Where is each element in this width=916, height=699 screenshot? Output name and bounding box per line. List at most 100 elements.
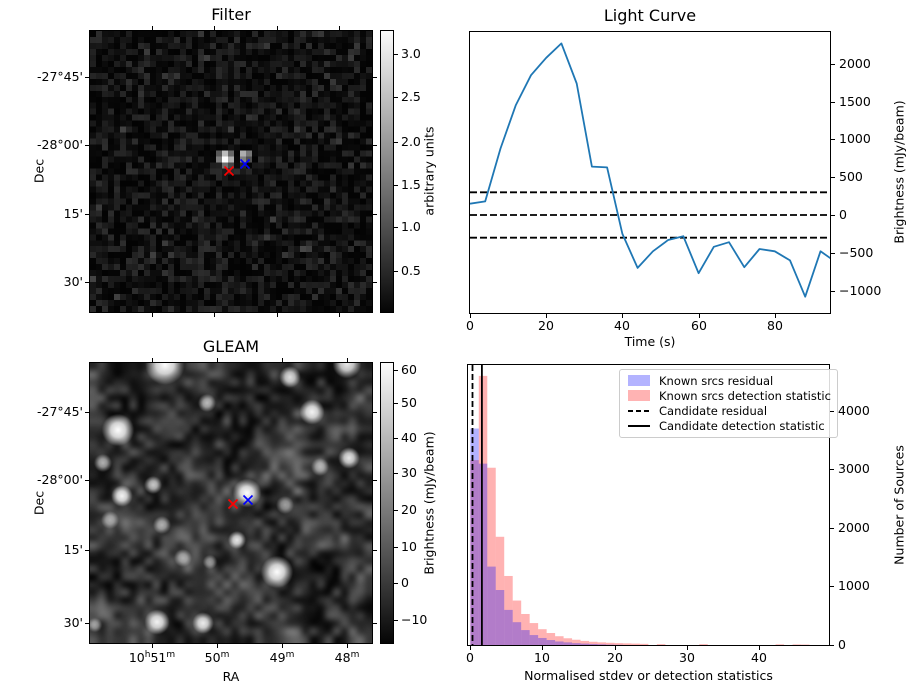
gleam-ytick-right — [373, 412, 377, 413]
candidate-position-red-x — [223, 165, 235, 177]
lightcurve-ytick-label: 1000 — [839, 131, 871, 146]
gleam-colorbar-tick — [394, 370, 398, 371]
filter-markers-overlay — [223, 158, 251, 177]
gleam-xtick-top — [282, 358, 283, 362]
filter-ytick-label: -27°45' — [36, 69, 83, 84]
gleam-ytick-left — [85, 550, 89, 551]
gleam-colorbar-tick-label: 0 — [401, 575, 409, 590]
filter-ytick-left — [85, 77, 89, 78]
gleam-colorbar-tick-label: −10 — [401, 612, 428, 627]
lightcurve-xlabel: Time (s) — [624, 334, 676, 349]
nearest-source-blue-x — [242, 494, 254, 506]
filter-ytick-left — [85, 214, 89, 215]
histogram-xtick — [470, 646, 471, 650]
filter-colorbar-tick-label: 2.5 — [401, 89, 421, 104]
histogram-ytick-label: 1000 — [838, 578, 870, 593]
lightcurve-ytick-label: 0 — [839, 207, 847, 222]
filter-ytick-left — [85, 282, 89, 283]
filter-xtick-bottom — [214, 313, 215, 317]
known-srcs-residual-bar — [572, 643, 581, 645]
lightcurve-ytick — [831, 64, 835, 65]
lightcurve-xtick — [622, 314, 623, 318]
known-srcs-detection-bar — [478, 375, 488, 645]
legend-item-1: Known srcs detection statistic — [626, 388, 831, 403]
lightcurve-ytick-label: 1500 — [839, 94, 871, 109]
filter-xtick-top — [339, 26, 340, 30]
gleam-colorbar-tick — [394, 620, 398, 621]
nearest-source-blue-x — [239, 158, 251, 170]
lightcurve-ytick-label: −500 — [839, 245, 874, 260]
gleam-xtick-bottom — [217, 644, 218, 648]
gleam-ytick-right — [373, 480, 377, 481]
legend-item-2: Candidate residual — [626, 403, 831, 418]
lightcurve-ytick-label: 2000 — [839, 56, 871, 71]
legend-patch-swatch — [628, 390, 650, 402]
gleam-xtick-bottom — [282, 644, 283, 648]
histogram-ytick — [830, 469, 834, 470]
histogram-xtick — [687, 646, 688, 650]
lightcurve-plot-area — [469, 31, 831, 314]
histogram-ytick — [830, 586, 834, 587]
known-srcs-residual-bar — [589, 643, 598, 645]
known-srcs-detection-bar — [529, 623, 539, 645]
gleam-colorbar-tick-label: 60 — [401, 362, 417, 377]
known-srcs-residual-bar — [478, 463, 488, 645]
known-srcs-residual-bar — [504, 609, 513, 645]
candidate-position-red-x — [227, 498, 239, 510]
known-srcs-detection-bar — [775, 644, 785, 645]
gleam-colorbar-tick-label: 40 — [401, 430, 417, 445]
filter-ytick-label: 30' — [63, 274, 83, 289]
known-srcs-residual-bar — [597, 644, 606, 645]
gleam-ytick-label: 15' — [63, 542, 83, 557]
histogram-ytick-label: 4000 — [838, 403, 870, 418]
gleam-ytick-label: -28°00' — [36, 472, 83, 487]
gleam-ytick-left — [85, 480, 89, 481]
known-srcs-detection-bar — [546, 633, 556, 645]
lightcurve-ytick — [831, 291, 835, 292]
lightcurve-xtick-label: 40 — [614, 318, 630, 333]
gleam-xtick-label: 10h51m — [128, 650, 176, 666]
gleam-colorbar-tick — [394, 510, 398, 511]
gleam-colorbar-tick — [394, 438, 398, 439]
legend-label: Candidate detection statistic — [659, 419, 825, 434]
histogram-ytick-label: 3000 — [838, 461, 870, 476]
gleam-markers-overlay — [227, 494, 254, 510]
histogram-xtick-label: 30 — [679, 650, 695, 665]
known-srcs-detection-bar — [555, 636, 564, 645]
filter-ytick-label: -28°00' — [36, 137, 83, 152]
lightcurve-ytick — [831, 139, 835, 140]
gleam-colorbar-tick — [394, 547, 398, 548]
known-srcs-residual-bar — [470, 428, 479, 645]
known-srcs-residual-bar — [580, 643, 590, 645]
lightcurve-xtick-label: 80 — [767, 318, 783, 333]
gleam-colorbar-tick-label: 30 — [401, 465, 417, 480]
known-srcs-detection-bar — [605, 642, 615, 645]
legend-label: Known srcs detection statistic — [659, 388, 831, 403]
lightcurve-xtick-label: 0 — [466, 318, 474, 333]
histogram-ytick — [830, 411, 834, 412]
lightcurve-ytick — [831, 253, 835, 254]
lightcurve-ytick — [831, 102, 835, 103]
histogram-xtick — [615, 646, 616, 650]
filter-xtick-bottom — [277, 313, 278, 317]
legend: Known srcs residual Known srcs detection … — [619, 369, 838, 438]
filter-ytick-label: 15' — [63, 206, 83, 221]
histogram-ytick — [830, 645, 834, 646]
gleam-colorbar-tick — [394, 473, 398, 474]
filter-xtick-top — [277, 26, 278, 30]
gleam-colorbar-tick — [394, 583, 398, 584]
filter-ytick-left — [85, 145, 89, 146]
legend-item-3: Candidate detection statistic — [626, 419, 831, 434]
known-srcs-detection-bar — [639, 643, 649, 645]
gleam-ytick-right — [373, 623, 377, 624]
lightcurve-xtick — [775, 314, 776, 318]
filter-colorbar-tick-label: 1.5 — [401, 177, 421, 192]
legend-item-0: Known srcs residual — [626, 373, 831, 388]
known-srcs-detection-bar — [656, 644, 666, 645]
known-srcs-residual-bar — [546, 640, 556, 645]
histogram-ytick — [830, 528, 834, 529]
filter-colorbar-tick-label: 1.0 — [401, 219, 421, 234]
filter-plot-area — [89, 30, 373, 313]
lightcurve-ytick — [831, 177, 835, 178]
